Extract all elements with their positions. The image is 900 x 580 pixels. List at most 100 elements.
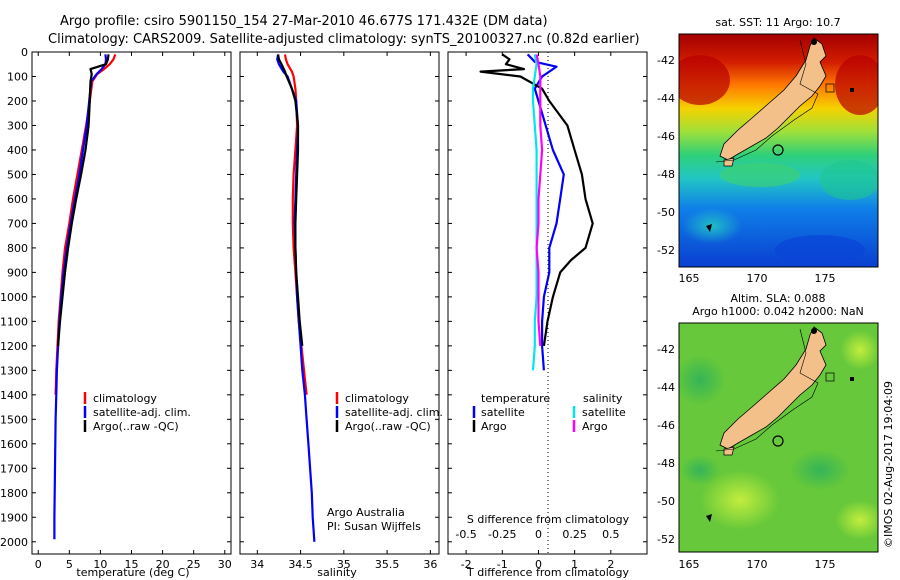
legend-label-sal-satellite: satellite — [582, 406, 626, 419]
annotation-pi: PI: Susan Wijffels — [327, 520, 421, 533]
depth-tick-label: 400 — [7, 144, 28, 157]
difference-xlabel: T difference from climatology — [466, 566, 629, 579]
legend-label-temp-satellite: satellite — [481, 406, 525, 419]
depth-tick-label: 0 — [21, 46, 28, 59]
sst-patch — [682, 208, 742, 244]
sst-ytick: -50 — [657, 206, 675, 219]
sla-xtick: 175 — [815, 558, 836, 571]
depth-tick-label: 1800 — [0, 487, 28, 500]
sla-ytick: -44 — [657, 381, 675, 394]
xtick-label: 34.5 — [288, 558, 313, 571]
salinity-diff-tick-label: 0.25 — [562, 528, 587, 541]
small-island — [706, 224, 712, 232]
chatham-island — [825, 83, 835, 93]
depth-tick-label: 1600 — [0, 438, 28, 451]
sla-patch — [700, 470, 780, 530]
sla-map-ticks: 165 170 175 -42 -44 -46 -48 -50 -52 — [657, 343, 835, 571]
xtick-label: 5 — [66, 558, 73, 571]
chatham-island — [850, 377, 854, 381]
float-position-marker — [772, 435, 784, 447]
depth-tick-label: 2000 — [0, 536, 28, 549]
sst-map-ticks: 165 170 175 -42 -44 -46 -48 -50 -52 — [657, 54, 835, 285]
series-salinity-satellite — [531, 54, 538, 371]
xtick-label: 2 — [607, 558, 614, 571]
depth-tick-label: 1400 — [0, 389, 28, 402]
xtick-label: 0 — [35, 558, 42, 571]
salinity-diff-tick-label: 0 — [535, 528, 542, 541]
title-line-2: Climatology: CARS2009. Satellite-adjuste… — [48, 32, 640, 47]
axis-ticks: 0100200300400500600700800900100011001200… — [0, 46, 647, 571]
legend-label-satellite: satellite-adj. clim. — [345, 406, 443, 419]
xtick-label: 30 — [218, 558, 232, 571]
sst-patch — [679, 55, 730, 105]
new-zealand-coastline — [719, 326, 827, 450]
series-argo-raw-qc — [57, 54, 110, 346]
isobath — [715, 39, 819, 163]
xtick-label: 25 — [187, 558, 201, 571]
depth-tick-label: 600 — [7, 193, 28, 206]
depth-tick-label: 800 — [7, 242, 28, 255]
xtick-label: 35 — [337, 558, 351, 571]
legend-label-argo: Argo(..raw -QC) — [93, 420, 179, 433]
sst-patch — [820, 160, 878, 200]
legend-label-satellite: satellite-adj. clim. — [93, 406, 191, 419]
legend-label-climatology: climatology — [93, 392, 157, 405]
depth-tick-label: 500 — [7, 168, 28, 181]
legend-label-temp-argo: Argo — [481, 420, 507, 433]
depth-tick-label: 1100 — [0, 315, 28, 328]
depth-tick-label: 1900 — [0, 511, 28, 524]
salinity-axes — [239, 51, 440, 555]
sst-ytick: -48 — [657, 168, 675, 181]
salinity-diff-tick-label: -0.25 — [488, 528, 516, 541]
legend-header-salinity: salinity — [583, 392, 623, 405]
sla-map-title-2: Argo h1000: 0.042 h2000: NaN — [692, 305, 864, 318]
xtick-label: 35.5 — [375, 558, 400, 571]
imos-credit: ©IMOS 02-Aug-2017 19:04:09 — [882, 381, 895, 548]
legend-label-climatology: climatology — [345, 392, 409, 405]
series-lines — [53, 53, 594, 542]
depth-tick-label: 300 — [7, 119, 28, 132]
xtick-label: 36 — [423, 558, 437, 571]
sla-patch — [680, 455, 720, 485]
series-salinity-argo — [535, 54, 544, 346]
sst-map-frame — [678, 33, 879, 268]
sla-map-frame — [678, 322, 879, 553]
salinity-legend: climatology satellite-adj. clim. Argo(..… — [335, 392, 443, 433]
depth-tick-label: 1500 — [0, 413, 28, 426]
sla-patch — [840, 330, 878, 370]
sst-ytick: -52 — [657, 244, 675, 257]
difference-axes — [447, 51, 648, 555]
sst-patch — [720, 163, 800, 187]
new-zealand-coastline — [719, 37, 827, 161]
legend-label-sal-argo: Argo — [582, 420, 608, 433]
sst-xtick: 175 — [815, 272, 836, 285]
depth-tick-label: 200 — [7, 95, 28, 108]
xtick-label: 0 — [535, 558, 542, 571]
legend-label-argo: Argo(..raw -QC) — [345, 420, 431, 433]
depth-tick-label: 100 — [7, 70, 28, 83]
xtick-label: 34 — [250, 558, 264, 571]
annotation-argo-australia: Argo Australia — [327, 506, 405, 519]
legend-header-temperature: temperature — [481, 392, 550, 405]
sla-xtick: 170 — [747, 558, 768, 571]
title-line-1: Argo profile: csiro 5901150_154 27-Mar-2… — [60, 14, 548, 29]
xtick-label: -2 — [461, 558, 472, 571]
xtick-label: 20 — [156, 558, 170, 571]
small-island — [811, 39, 817, 45]
small-island — [706, 514, 712, 522]
salinity-xlabel: salinity — [317, 566, 357, 579]
xtick-label: 10 — [93, 558, 107, 571]
sst-xtick: 165 — [679, 272, 700, 285]
depth-tick-label: 1300 — [0, 364, 28, 377]
xtick-label: 1 — [571, 558, 578, 571]
chatham-island — [825, 372, 835, 382]
series-climatology — [54, 54, 117, 395]
xtick-label: 15 — [125, 558, 139, 571]
sst-ytick: -46 — [657, 130, 675, 143]
sla-ytick: -50 — [657, 495, 675, 508]
float-position-marker — [772, 144, 784, 156]
sst-patch — [835, 55, 878, 115]
temperature-legend: climatology satellite-adj. clim. Argo(..… — [83, 392, 191, 433]
xtick-label: -1 — [497, 558, 508, 571]
depth-tick-label: 1000 — [0, 291, 28, 304]
